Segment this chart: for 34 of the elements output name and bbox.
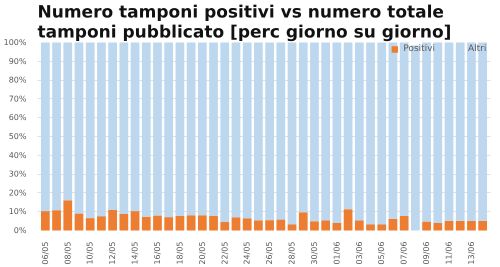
x-tick-label: 01/06 bbox=[332, 241, 342, 265]
x-tick-label: 11/06 bbox=[444, 241, 454, 265]
y-tick-label: 50% bbox=[8, 132, 27, 141]
x-tick-label: 18/05 bbox=[175, 241, 184, 265]
x-tick-label: 10/05 bbox=[86, 241, 95, 265]
x-tick-label: 07/06 bbox=[400, 241, 409, 265]
y-tick-label: 20% bbox=[8, 188, 27, 198]
y-tick-label: 30% bbox=[8, 170, 27, 179]
x-tick-label: 13/06 bbox=[466, 241, 476, 265]
series-label: Altri bbox=[468, 44, 488, 54]
x-tick-label: 30/05 bbox=[310, 241, 319, 265]
chart-title: Numero tamponi positivi vs numero totale tamponi pubblicato [perc giorno su giorno] bbox=[38, 2, 452, 42]
y-tick-label: 40% bbox=[8, 150, 27, 160]
x-tick-label: 03/06 bbox=[354, 241, 364, 265]
x-tick-label: 09/06 bbox=[422, 241, 432, 265]
x-tick-label: 05/06 bbox=[377, 241, 386, 265]
x-tick-label: 28/05 bbox=[288, 241, 297, 265]
y-tick-label: 0% bbox=[14, 226, 27, 235]
y-tick-label: 70% bbox=[8, 94, 27, 104]
x-tick-label: 14/05 bbox=[130, 241, 140, 265]
y-tick-label: 80% bbox=[8, 76, 27, 85]
x-tick-label: 26/05 bbox=[265, 241, 274, 265]
x-tick-label: 08/05 bbox=[63, 241, 72, 265]
y-tick-label: 100% bbox=[4, 38, 27, 47]
x-tick-label: 06/05 bbox=[40, 241, 50, 265]
legend-label: Positivi bbox=[403, 44, 435, 54]
x-tick-label: 16/05 bbox=[152, 241, 162, 265]
x-tick-label: 24/05 bbox=[242, 241, 252, 265]
y-tick-label: 10% bbox=[8, 207, 27, 216]
y-tick-label: 90% bbox=[8, 56, 27, 66]
y-tick-label: 60% bbox=[8, 113, 27, 122]
x-tick-label: 20/05 bbox=[198, 241, 207, 265]
x-tick-label: 22/05 bbox=[220, 241, 230, 265]
x-tick-label: 12/05 bbox=[108, 241, 118, 265]
